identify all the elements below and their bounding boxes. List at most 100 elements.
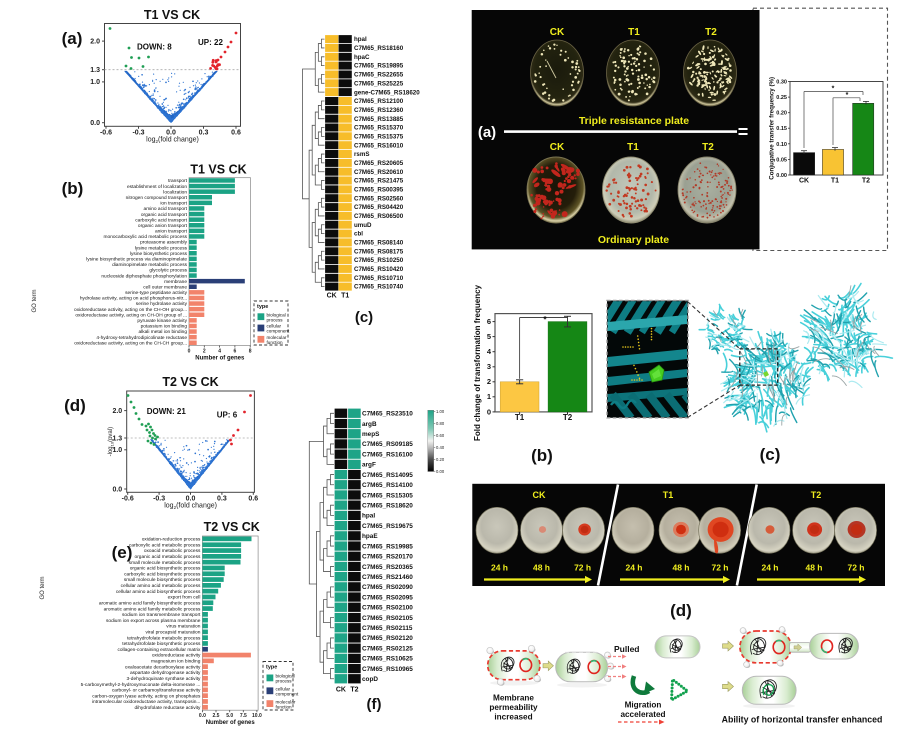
svg-text:T2: T2	[862, 178, 870, 185]
svg-text:48 h: 48 h	[805, 563, 822, 573]
svg-text:0.00: 0.00	[436, 469, 445, 474]
svg-text:5: 5	[487, 332, 491, 341]
svg-text:72 h: 72 h	[574, 563, 591, 573]
svg-text:CK: CK	[327, 293, 337, 300]
svg-text:72 h: 72 h	[711, 563, 728, 573]
svg-text:-0.6: -0.6	[100, 130, 112, 137]
svg-text:oxidoreductase activity: oxidoreductase activity	[152, 653, 201, 659]
svg-text:C7M65_RS18160: C7M65_RS18160	[354, 45, 404, 52]
svg-text:(d): (d)	[64, 396, 86, 415]
svg-text:hpaC: hpaC	[354, 54, 370, 61]
svg-text:organic acid metabolic process: organic acid metabolic process	[135, 554, 201, 560]
svg-text:1.3: 1.3	[112, 435, 122, 442]
svg-text:-0.3: -0.3	[153, 496, 165, 503]
svg-text:amino acid transport: amino acid transport	[144, 206, 188, 212]
svg-text:C7M65_RS12360: C7M65_RS12360	[354, 107, 404, 114]
svg-text:T2: T2	[563, 413, 573, 422]
svg-text:24 h: 24 h	[625, 563, 642, 573]
svg-text:C7M65_RS23510: C7M65_RS23510	[362, 411, 413, 418]
svg-text:C7M65_RS14100: C7M65_RS14100	[362, 482, 413, 489]
svg-text:C7M65_RS02100: C7M65_RS02100	[362, 605, 413, 612]
svg-text:*: *	[846, 92, 849, 99]
svg-text:C7M65_RS20170: C7M65_RS20170	[362, 554, 413, 561]
svg-text:C7M65_RS19985: C7M65_RS19985	[362, 543, 413, 550]
svg-text:5.0: 5.0	[226, 713, 233, 719]
svg-text:diaminopimelate metabolic proc: diaminopimelate metabolic process	[112, 262, 188, 268]
svg-text:CK: CK	[550, 27, 565, 38]
svg-text:GO term: GO term	[32, 289, 38, 312]
svg-text:3-dehydroquinate synthase acti: 3-dehydroquinate synthase activity	[127, 676, 201, 682]
svg-text:potassium ion binding: potassium ion binding	[141, 324, 188, 330]
svg-text:transport: transport	[168, 178, 188, 184]
svg-text:argF: argF	[362, 462, 376, 469]
svg-text:carboxyl- or carbamoyltransfer: carboxyl- or carbamoyltransferase activi…	[112, 688, 201, 694]
svg-text:2: 2	[487, 377, 491, 386]
svg-text:C7M65_RS02560: C7M65_RS02560	[354, 195, 404, 202]
svg-text:C7M65_RS10420: C7M65_RS10420	[354, 266, 404, 273]
svg-text:organic anion transport: organic anion transport	[138, 223, 188, 229]
svg-text:0.0: 0.0	[90, 120, 100, 127]
svg-text:C7M65_RS20610: C7M65_RS20610	[354, 169, 404, 176]
svg-text:4: 4	[218, 349, 221, 355]
svg-text:48 h: 48 h	[672, 563, 689, 573]
svg-text:DOWN: 21: DOWN: 21	[147, 407, 187, 416]
svg-text:1: 1	[487, 392, 491, 401]
svg-text:oxidoreductase activity, actin: oxidoreductase activity, acting on CH-OH…	[75, 312, 187, 318]
svg-text:argB: argB	[362, 421, 377, 428]
svg-text:T2: T2	[350, 687, 358, 694]
svg-text:C7M65_RS02115: C7M65_RS02115	[362, 625, 413, 632]
svg-text:C7M65_RS02090: C7M65_RS02090	[362, 584, 413, 591]
svg-text:C7M65_RS10965: C7M65_RS10965	[362, 666, 413, 673]
svg-text:0.80: 0.80	[436, 421, 445, 426]
svg-text:serine-type peptidase activity: serine-type peptidase activity	[125, 290, 187, 296]
svg-text:*: *	[832, 86, 835, 93]
svg-text:-log10(pval): -log10(pval)	[108, 427, 114, 456]
svg-text:T2: T2	[811, 490, 822, 500]
svg-text:10.0: 10.0	[252, 713, 262, 719]
svg-text:biological: biological	[267, 312, 286, 317]
svg-text:accelerated: accelerated	[620, 710, 665, 719]
svg-text:C7M65_RS20605: C7M65_RS20605	[354, 160, 404, 167]
svg-text:cbl: cbl	[354, 231, 363, 238]
svg-text:localization: localization	[163, 189, 187, 195]
svg-text:oxidoreductase activity, actin: oxidoreductase activity, acting on the C…	[74, 340, 187, 346]
svg-text:(b): (b)	[531, 446, 553, 465]
svg-text:DOWN: 8: DOWN: 8	[137, 43, 172, 52]
svg-text:C7M65_RS08140: C7M65_RS08140	[354, 240, 404, 247]
svg-text:cellular amino acid metabolic: cellular amino acid metabolic process	[121, 583, 201, 589]
svg-text:sodium ion transmembrane trans: sodium ion transmembrane transport	[122, 612, 201, 618]
svg-text:Ability of horizontal transfer: Ability of horizontal transfer enhanced	[722, 715, 883, 725]
svg-text:process: process	[276, 679, 293, 684]
svg-text:Pulled: Pulled	[614, 644, 640, 654]
svg-text:3: 3	[487, 362, 491, 371]
svg-text:C7M65_RS20365: C7M65_RS20365	[362, 564, 413, 571]
svg-text:function: function	[267, 340, 284, 345]
svg-text:copD: copD	[362, 676, 378, 683]
svg-text:Fold change of transformation: Fold change of transformation frequency	[473, 284, 482, 441]
svg-text:(a): (a)	[478, 124, 496, 141]
svg-text:C7M65_RS12100: C7M65_RS12100	[354, 98, 404, 105]
svg-text:0.25: 0.25	[776, 95, 787, 101]
svg-text:permeability: permeability	[489, 703, 538, 712]
svg-text:aromatic amino acid family bio: aromatic amino acid family biosynthetic …	[99, 601, 201, 607]
svg-text:1.00: 1.00	[436, 409, 445, 414]
svg-text:(a): (a)	[62, 29, 83, 48]
svg-text:viral procapsid maturation: viral procapsid maturation	[145, 630, 200, 636]
svg-text:0.0: 0.0	[199, 713, 206, 719]
svg-text:C7M65_RS10710: C7M65_RS10710	[354, 275, 404, 282]
svg-text:*: *	[543, 315, 547, 325]
svg-text:0.30: 0.30	[776, 80, 787, 86]
svg-text:GO term: GO term	[40, 576, 46, 599]
svg-text:2.0: 2.0	[112, 408, 122, 415]
svg-text:CK: CK	[550, 142, 565, 153]
svg-text:C7M65_RS08175: C7M65_RS08175	[354, 248, 404, 255]
svg-text:rsmS: rsmS	[354, 151, 369, 158]
svg-text:export from cell: export from cell	[168, 595, 201, 601]
svg-text:magnesium ion binding: magnesium ion binding	[151, 659, 201, 665]
svg-text:T1: T1	[831, 178, 839, 185]
svg-text:(c): (c)	[760, 445, 781, 464]
svg-text:0.0: 0.0	[166, 130, 176, 137]
svg-text:(d): (d)	[670, 601, 692, 620]
svg-text:C7M65_RS13885: C7M65_RS13885	[354, 116, 404, 123]
svg-text:cellular amino acid biosynthet: cellular amino acid biosynthetic process	[116, 589, 201, 595]
